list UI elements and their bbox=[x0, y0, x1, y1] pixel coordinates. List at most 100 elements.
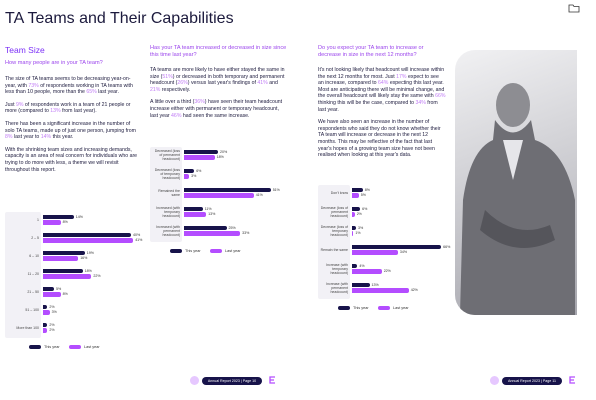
legend-swatch bbox=[338, 306, 350, 310]
bar bbox=[184, 174, 190, 179]
category-label: 51 – 100 bbox=[25, 307, 39, 312]
paragraph: TA teams are more likely to have either … bbox=[150, 67, 288, 93]
value-label: 33% bbox=[242, 231, 250, 236]
value-label: 19% bbox=[86, 250, 94, 255]
text-run: last year to bbox=[12, 134, 41, 141]
value-label: 4% bbox=[359, 263, 365, 268]
text-run: had seen the same increase. bbox=[181, 112, 250, 119]
page-dot bbox=[490, 376, 499, 385]
bar bbox=[184, 150, 218, 155]
bar bbox=[184, 226, 227, 231]
text-run: from last year. bbox=[318, 99, 438, 113]
text-run: We have also seen an increase in the num… bbox=[318, 119, 441, 159]
paragraph: Just 9% of respondents work in a team of… bbox=[5, 102, 138, 115]
category-label: Increase (with temporary headcount) bbox=[326, 262, 348, 275]
bar bbox=[43, 328, 48, 333]
text-run: expect to see an increase, compared to bbox=[318, 73, 439, 87]
bar bbox=[184, 155, 215, 160]
bar bbox=[184, 188, 271, 193]
category-label: 6 – 10 bbox=[29, 253, 39, 258]
bar bbox=[352, 250, 398, 255]
text-run: Just bbox=[5, 101, 16, 108]
text-run: of respondents work in a team of 21 peop… bbox=[5, 101, 131, 115]
question: Has your TA team increased or decreased … bbox=[150, 45, 287, 58]
bar bbox=[43, 305, 48, 310]
value-label: 41% bbox=[255, 193, 263, 198]
text-run: ) have seen their team headcount increas… bbox=[150, 99, 283, 119]
bar bbox=[43, 256, 79, 261]
label-panel bbox=[150, 147, 182, 242]
text-run: A little over a third ( bbox=[150, 99, 195, 106]
category-label: Decrease (loss of temporary headcount) bbox=[320, 224, 348, 237]
bar bbox=[43, 233, 131, 238]
value-label: 3% bbox=[358, 225, 364, 230]
section-heading: Team Size bbox=[5, 45, 45, 55]
text-run: ) versus last year's findings of bbox=[187, 80, 258, 87]
bar bbox=[43, 274, 92, 279]
value-label: 8% bbox=[62, 292, 68, 297]
highlight: 21% bbox=[150, 86, 161, 93]
photo-figure bbox=[460, 83, 575, 315]
value-label: 25% bbox=[228, 225, 236, 230]
legend-label: Last year bbox=[225, 248, 241, 253]
legend-label: Last year bbox=[84, 344, 100, 349]
highlight: 36% bbox=[194, 99, 205, 106]
highlight: 9% bbox=[15, 101, 24, 108]
label-panel bbox=[318, 185, 350, 299]
folder-icon[interactable] bbox=[568, 3, 580, 13]
highlight: 17% bbox=[396, 73, 407, 80]
bar bbox=[352, 226, 357, 231]
bar bbox=[43, 215, 74, 220]
value-label: 1% bbox=[355, 231, 361, 236]
category-label: Remained the same bbox=[158, 188, 180, 197]
text-run: There has been a significant increase in… bbox=[5, 120, 137, 134]
bar bbox=[352, 188, 363, 193]
text-run: TA teams are more likely to have either … bbox=[150, 67, 285, 80]
highlight: 73% bbox=[28, 82, 39, 89]
value-label: 16% bbox=[80, 256, 88, 261]
text-run: this year. bbox=[51, 134, 74, 141]
highlight: 65% bbox=[86, 89, 97, 96]
bar bbox=[352, 193, 359, 198]
legend-label: This year bbox=[44, 344, 60, 349]
value-label: 3% bbox=[191, 174, 197, 179]
text-run: last year. bbox=[96, 89, 119, 96]
value-label: 18% bbox=[216, 155, 224, 160]
value-label: 22% bbox=[93, 274, 101, 279]
page-dot bbox=[190, 376, 199, 385]
value-label: 5% bbox=[360, 193, 366, 198]
question: How many people are in your TA team? bbox=[5, 60, 103, 66]
left-page: TA Teams and Their Capabilities Team Siz… bbox=[5, 10, 288, 385]
text-block: It's not looking likely that headcount w… bbox=[318, 67, 446, 165]
bar bbox=[43, 310, 50, 315]
text-run: from last year). bbox=[60, 108, 97, 115]
value-label: 6% bbox=[196, 168, 202, 173]
bar bbox=[43, 238, 134, 243]
legend-swatch bbox=[210, 249, 222, 253]
bar bbox=[43, 292, 61, 297]
right-page: Do you expect your TA team to increase o… bbox=[298, 0, 596, 400]
bar bbox=[43, 220, 61, 225]
bar bbox=[184, 207, 203, 212]
text-run: expecting this last year. Most are antic… bbox=[318, 80, 445, 100]
legend-swatch bbox=[69, 345, 81, 349]
highlight: 34% bbox=[415, 99, 426, 106]
highlight: 51% bbox=[162, 73, 173, 80]
bar bbox=[352, 283, 370, 288]
value-label: 42% bbox=[410, 288, 418, 293]
category-label: Decreased (loss of permanent headcount) bbox=[154, 148, 180, 161]
paragraph: With the shrinking team sizes and increa… bbox=[5, 147, 138, 173]
text-block: TA teams are more likely to have either … bbox=[150, 67, 288, 125]
value-label: 2% bbox=[49, 304, 55, 309]
category-label: Decrease (loss of permanent headcount) bbox=[320, 205, 348, 218]
value-label: 3% bbox=[51, 310, 57, 315]
bar bbox=[184, 212, 207, 217]
paragraph: There has been a significant increase in… bbox=[5, 121, 138, 141]
bar bbox=[352, 212, 355, 217]
photo bbox=[455, 50, 577, 315]
value-label: 40% bbox=[133, 232, 141, 237]
value-label: 41% bbox=[135, 238, 143, 243]
value-label: 6% bbox=[362, 206, 368, 211]
paragraph: It's not looking likely that headcount w… bbox=[318, 67, 446, 113]
